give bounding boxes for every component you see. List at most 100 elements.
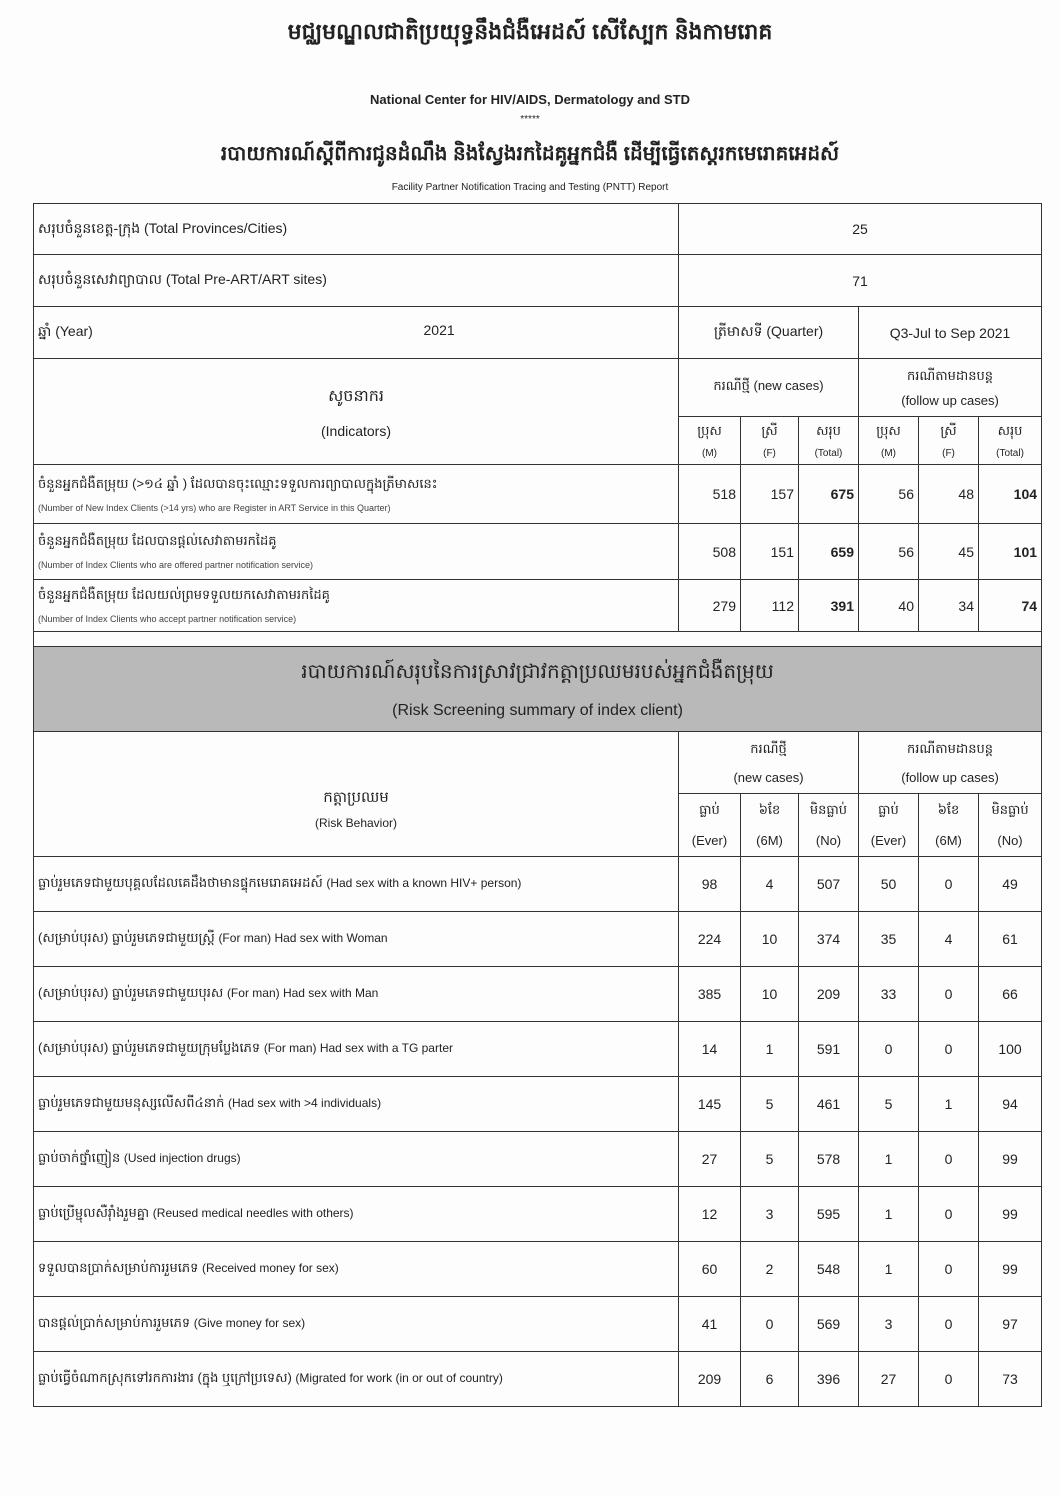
provinces-value: 25: [677, 203, 1043, 255]
indicator-value: 157: [740, 464, 799, 524]
risk-value: 27: [678, 1131, 741, 1187]
risk-label: បានផ្តល់ប្រាក់សម្រាប់ការរួមភេទ (Give mon…: [33, 1296, 679, 1352]
sites-label: សរុបចំនួនសេវាព្យាបាល (Total Pre-ART/ART …: [33, 254, 679, 307]
risk-label: (សម្រាប់បុរស) ធ្លាប់រួមភេទជាមួយបុរស (For…: [33, 966, 679, 1022]
risk-value: 374: [798, 911, 859, 967]
risk-value: 2: [740, 1241, 799, 1297]
risk-value: 0: [918, 1186, 979, 1242]
risk-value: 0: [918, 1131, 979, 1187]
risk-row: ធ្លាប់ប្រើម្ជុលសឺរ៉ាំងរួមគ្នា (Reused me…: [33, 1186, 1043, 1242]
risk-value: 10: [740, 966, 799, 1022]
risk-value: 0: [918, 1021, 979, 1077]
indicator-label: ចំនួនអ្នកជំងឺតម្រុយ ដែលយល់ព្រមទទួលយកសេវា…: [33, 579, 679, 632]
risk-value: 569: [798, 1296, 859, 1352]
risk-value: 99: [977, 1186, 1043, 1242]
indicator-value: 279: [678, 579, 741, 632]
risk-value: 5: [740, 1131, 799, 1187]
risk-row: (សម្រាប់បុរស) ធ្លាប់រួមភេទជាមួយស្ត្រី (F…: [33, 911, 1043, 967]
risk-value: 461: [798, 1076, 859, 1132]
risk-value: 10: [740, 911, 799, 967]
indicator-value: 56: [858, 464, 919, 524]
year-value: 2021: [423, 322, 455, 338]
risk-value: 66: [977, 966, 1043, 1022]
indicator-value: 391: [798, 579, 859, 632]
risk-row: ធ្លាប់ធ្វើចំណាកស្រុកទៅរកការងារ (ក្នុង ឬក…: [33, 1351, 1043, 1407]
risk-value: 100: [977, 1021, 1043, 1077]
risk-label: ធ្លាប់ចាក់ថ្នាំញៀន (Used injection drugs…: [33, 1131, 679, 1187]
quarter-label: ត្រីមាសទី (Quarter): [678, 306, 859, 359]
risk-value: 4: [918, 911, 979, 967]
risk-row: ធ្លាប់ចាក់ថ្នាំញៀន (Used injection drugs…: [33, 1131, 1043, 1187]
indicator-value: 56: [858, 523, 919, 580]
provinces-label: សរុបចំនួនខេត្ត-ក្រុង (Total Provinces/Ci…: [33, 203, 679, 255]
risk-value: 41: [678, 1296, 741, 1352]
risk-value: 27: [858, 1351, 919, 1407]
risk-value: 548: [798, 1241, 859, 1297]
indicators-header: សូចនាករ (Indicators): [33, 358, 679, 465]
risk-value: 60: [678, 1241, 741, 1297]
risk-value: 507: [798, 856, 859, 912]
risk-value: 5: [740, 1076, 799, 1132]
risk-value: 12: [678, 1186, 741, 1242]
indicator-value: 518: [678, 464, 741, 524]
risk-label: ធ្លាប់រួមភេទជាមួយមនុស្សលើសពី៤នាក់ (Had s…: [33, 1076, 679, 1132]
indicator-value: 34: [918, 579, 979, 632]
indicator-col-header: សរុប (Total): [977, 416, 1043, 465]
risk-value: 14: [678, 1021, 741, 1077]
risk-value: 396: [798, 1351, 859, 1407]
quarter-value: Q3-Jul to Sep 2021: [857, 306, 1043, 359]
risk-value: 35: [858, 911, 919, 967]
risk-col-header: ៦ខែ (6M): [740, 793, 799, 857]
indicator-value: 659: [798, 523, 859, 580]
risk-value: 0: [918, 1296, 979, 1352]
indicator-col-header: សរុប (Total): [798, 416, 859, 465]
risk-value: 94: [977, 1076, 1043, 1132]
risk-row: ទទួលបានប្រាក់សម្រាប់ការរួមភេទ (Received …: [33, 1241, 1043, 1297]
risk-value: 224: [678, 911, 741, 967]
risk-label: ធ្លាប់ប្រើម្ជុលសឺរ៉ាំងរួមគ្នា (Reused me…: [33, 1186, 679, 1242]
risk-value: 145: [678, 1076, 741, 1132]
risk-value: 1: [740, 1021, 799, 1077]
follow-up-header: ករណីតាមដានបន្ត (follow up cases): [857, 358, 1043, 417]
indicator-col-header: ប្រុស (M): [678, 416, 741, 465]
year-cell: ឆ្នាំ (Year) 2021: [33, 306, 679, 359]
risk-label: (សម្រាប់បុរស) ធ្លាប់រួមភេទជាមួយស្ត្រី (F…: [33, 911, 679, 967]
risk-value: 4: [740, 856, 799, 912]
risk-section-band: របាយការណ៍សរុបនៃការស្រាវជ្រាវកត្តាប្រឈមរប…: [32, 646, 1043, 732]
risk-value: 33: [858, 966, 919, 1022]
indicator-value: 104: [977, 464, 1043, 524]
indicator-label: ចំនួនអ្នកជំងឺតម្រុយ (>១៤ ឆ្នាំ ) ដែលបានច…: [33, 464, 679, 524]
risk-label: ធ្លាប់ធ្វើចំណាកស្រុកទៅរកការងារ (ក្នុង ឬក…: [33, 1351, 679, 1407]
indicator-value: 74: [977, 579, 1043, 632]
separator-stars: *****: [520, 114, 540, 125]
risk-row: ធ្លាប់រួមភេទជាមួយមនុស្សលើសពី៤នាក់ (Had s…: [33, 1076, 1043, 1132]
risk-row: (សម្រាប់បុរស) ធ្លាប់រួមភេទជាមួយក្រុមប្លែ…: [33, 1021, 1043, 1077]
risk-label: (សម្រាប់បុរស) ធ្លាប់រួមភេទជាមួយក្រុមប្លែ…: [33, 1021, 679, 1077]
indicator-value: 508: [678, 523, 741, 580]
indicator-col-header: ស្រី (F): [740, 416, 799, 465]
risk-value: 1: [858, 1131, 919, 1187]
new-cases-header: ករណីថ្មី (new cases): [678, 358, 859, 417]
risk-value: 385: [678, 966, 741, 1022]
risk-follow-up-header: ករណីតាមដានបន្ត (follow up cases): [857, 731, 1043, 794]
risk-value: 1: [858, 1186, 919, 1242]
risk-value: 73: [977, 1351, 1043, 1407]
year-label: ឆ្នាំ (Year): [38, 323, 93, 339]
risk-value: 0: [740, 1296, 799, 1352]
risk-value: 3: [740, 1186, 799, 1242]
risk-value: 591: [798, 1021, 859, 1077]
indicator-value: 40: [858, 579, 919, 632]
risk-value: 61: [977, 911, 1043, 967]
indicator-value: 101: [977, 523, 1043, 580]
risk-value: 5: [858, 1076, 919, 1132]
risk-row: ធ្លាប់រួមភេទជាមួយបុគ្គលដែលគេដឹងថាមានផ្ទុ…: [33, 856, 1043, 912]
risk-value: 1: [858, 1241, 919, 1297]
risk-col-header: ធ្លាប់ (Ever): [858, 793, 919, 857]
summary-table: សរុបចំនួនខេត្ត-ក្រុង (Total Provinces/Ci…: [32, 203, 1043, 1407]
indicator-row: ចំនួនអ្នកជំងឺតម្រុយ (>១៤ ឆ្នាំ ) ដែលបានច…: [33, 464, 1043, 524]
indicator-row: ចំនួនអ្នកជំងឺតម្រុយ ដែលយល់ព្រមទទួលយកសេវា…: [33, 579, 1043, 632]
risk-value: 50: [858, 856, 919, 912]
risk-value: 6: [740, 1351, 799, 1407]
indicator-value: 151: [740, 523, 799, 580]
subtitle-khmer: របាយការណ៍ស្តីពីការជូនដំណឹង និងស្វែងរកដៃគ…: [220, 143, 840, 165]
